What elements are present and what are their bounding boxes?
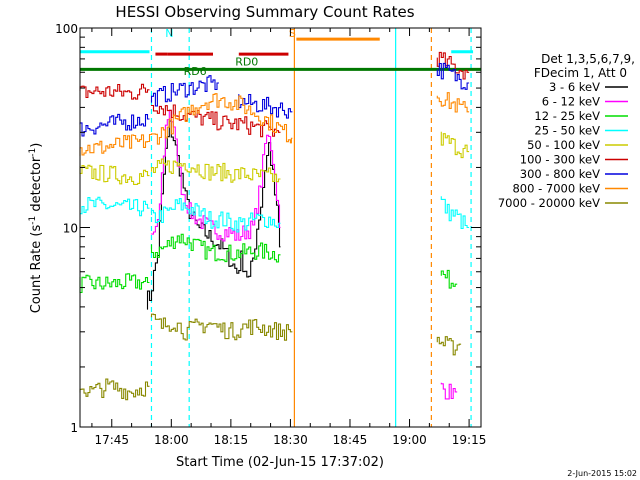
axes: 17:45 18:00 18:15 18:30 18:45 19:00 19:15 1 10 10… xyxy=(55,22,486,447)
x-tick-label: 19:15 xyxy=(452,433,487,447)
series-line xyxy=(238,93,293,119)
series-line xyxy=(150,313,293,341)
legend-label: 3 - 6 keV xyxy=(549,80,600,94)
series-line xyxy=(436,51,470,80)
annotation-label: N xyxy=(165,27,173,40)
series-line xyxy=(80,196,150,217)
legend-header-detectors: Det 1,3,5,6,7,9, xyxy=(541,52,635,66)
series-line xyxy=(150,75,219,107)
legend-label: 100 - 300 keV xyxy=(520,153,600,167)
series-line xyxy=(440,196,470,230)
orbit-bars xyxy=(80,37,481,71)
footer-date: 2-Jun-2015 15:02 xyxy=(567,469,637,478)
y-tick-label: 1 xyxy=(70,421,78,435)
series-line xyxy=(79,93,293,156)
y-axis-label-sup: -1 xyxy=(28,148,38,157)
series-line xyxy=(440,131,470,159)
series-line xyxy=(436,62,470,90)
legend-label: 300 - 800 keV xyxy=(520,167,600,181)
series-line xyxy=(150,104,281,138)
x-tick-label: 18:00 xyxy=(154,433,189,447)
series-line xyxy=(440,269,458,289)
y-axis-label-part: detector xyxy=(29,156,44,216)
legend-header-decimation: FDecim 1, Att 0 xyxy=(534,66,627,80)
series-lines xyxy=(79,51,470,401)
series-line xyxy=(150,233,281,263)
series-line xyxy=(436,336,462,356)
series-line xyxy=(79,378,150,401)
legend: Det 1,3,5,6,7,9, FDecim 1, Att 0 3 - 6 k… xyxy=(498,52,635,210)
y-axis-label-sup: -1 xyxy=(28,216,38,225)
series-line xyxy=(150,158,281,183)
chart-title: HESSI Observing Summary Count Rates xyxy=(115,3,414,21)
annotation-label: RD0 xyxy=(235,55,258,68)
annotations: N RD0 RD6 S xyxy=(165,27,296,78)
x-tick-label: 18:45 xyxy=(333,433,368,447)
legend-label: 6 - 12 keV xyxy=(542,95,600,109)
annotation-label: S xyxy=(289,27,296,40)
x-tick-label: 18:30 xyxy=(273,433,308,447)
y-tick-label: 100 xyxy=(55,22,78,36)
series-line xyxy=(79,113,150,137)
legend-label: 50 - 100 keV xyxy=(527,138,600,152)
x-axis-label: Start Time (02-Jun-15 17:37:02) xyxy=(176,455,384,470)
y-axis-label-part: Count Rate (s xyxy=(29,225,44,314)
x-tick-label: 17:45 xyxy=(94,433,129,447)
annotation-label: RD6 xyxy=(184,65,207,78)
y-axis-label-part: ) xyxy=(29,143,44,148)
series-line xyxy=(79,83,150,100)
legend-label: 12 - 25 keV xyxy=(534,109,600,123)
series-line xyxy=(436,92,470,113)
legend-label: 800 - 7000 keV xyxy=(512,182,600,196)
legend-label: 7000 - 20000 keV xyxy=(498,196,600,210)
y-tick-label: 10 xyxy=(63,222,78,236)
x-tick-label: 18:15 xyxy=(214,433,249,447)
legend-label: 25 - 50 keV xyxy=(534,124,600,138)
y-axis-label: Count Rate (s-1 detector-1) xyxy=(28,143,44,314)
series-line xyxy=(79,164,150,185)
series-line xyxy=(150,198,281,233)
series-line xyxy=(79,273,150,294)
x-tick-label: 19:00 xyxy=(392,433,427,447)
series-line xyxy=(440,382,458,400)
